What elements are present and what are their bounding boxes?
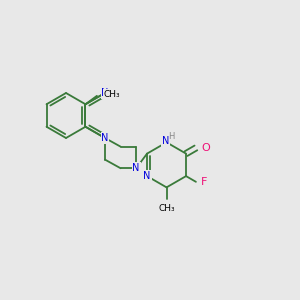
Text: N: N [101,88,109,98]
Text: N: N [133,163,140,173]
Text: N: N [101,133,109,143]
Text: CH₃: CH₃ [103,90,120,99]
Text: N: N [162,136,169,146]
Text: F: F [201,177,208,187]
Text: CH₃: CH₃ [158,204,175,213]
Text: N: N [143,171,151,181]
Text: O: O [201,143,210,153]
Text: N: N [101,133,109,143]
Text: H: H [169,133,175,142]
